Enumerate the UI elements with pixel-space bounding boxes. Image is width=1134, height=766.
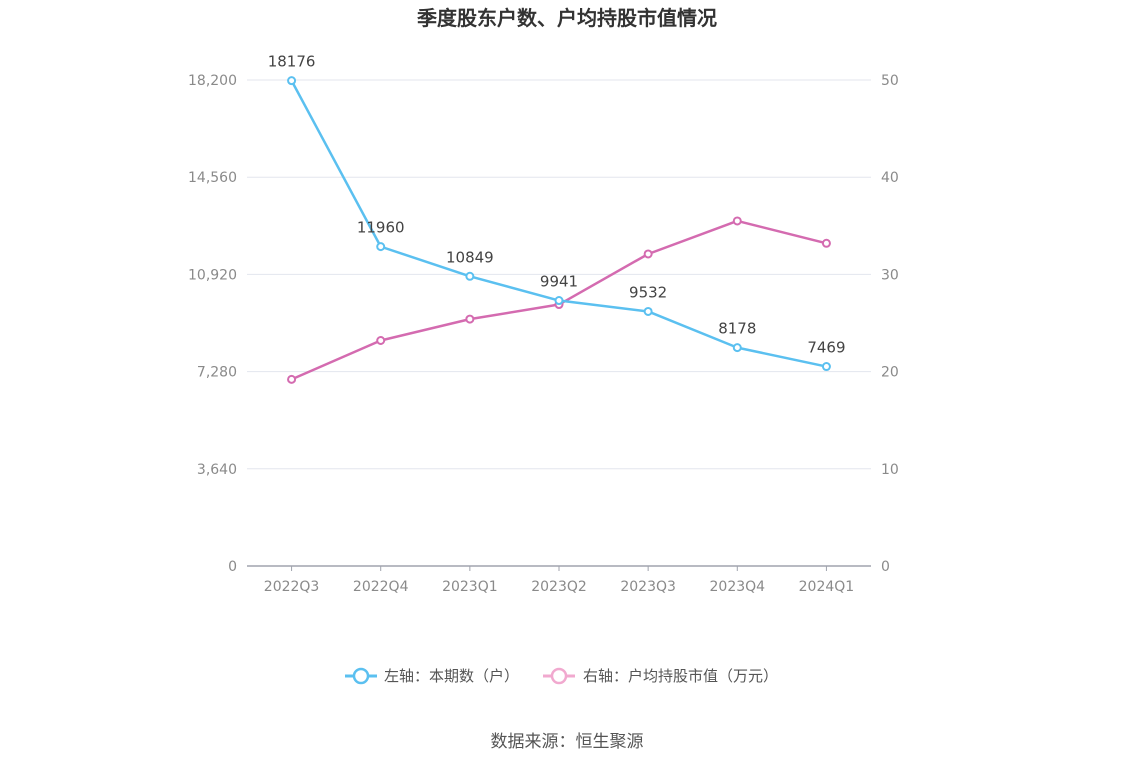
x-tick-label: 2023Q4 (710, 579, 766, 595)
data-point-right[interactable] (465, 314, 475, 324)
data-label: 7469 (807, 339, 845, 357)
y-axis-right: 0 10 20 30 40 50 (881, 73, 899, 575)
data-label: 9941 (540, 273, 578, 291)
legend-marker-right (550, 667, 568, 685)
data-point-left[interactable] (821, 362, 831, 372)
y-left-tick-label: 18,200 (188, 73, 237, 89)
y-right-tick-label: 20 (881, 365, 899, 381)
data-point-left[interactable] (465, 271, 475, 281)
data-point-left[interactable] (643, 306, 653, 316)
y-right-tick-label: 0 (881, 559, 890, 575)
data-label: 8178 (718, 320, 756, 338)
data-point-left[interactable] (732, 343, 742, 353)
data-label: 9532 (629, 283, 667, 301)
legend[interactable]: 左轴：本期数（户） 右轴：户均持股市值（万元） (345, 667, 778, 685)
legend-label-left: 左轴：本期数（户） (384, 667, 519, 685)
data-point-left[interactable] (376, 242, 386, 252)
data-point-right[interactable] (821, 238, 831, 248)
data-source: 数据来源：恒生聚源 (491, 732, 644, 752)
legend-item-left-axis[interactable]: 左轴：本期数（户） (345, 667, 519, 685)
y-axis-left: 0 3,640 7,280 10,920 14,560 18,200 (188, 73, 237, 575)
legend-item-right-axis[interactable]: 右轴：户均持股市值（万元） (543, 667, 778, 685)
grid-lines (247, 79, 871, 470)
data-point-left[interactable] (554, 296, 564, 306)
legend-label-right: 右轴：户均持股市值（万元） (583, 667, 778, 685)
x-tick-label: 2023Q2 (531, 579, 587, 595)
y-left-tick-label: 7,280 (197, 365, 237, 381)
legend-marker-left (352, 667, 370, 685)
chart-title: 季度股东户数、户均持股市值情况 (416, 6, 717, 30)
y-left-tick-label: 14,560 (188, 170, 237, 186)
y-left-tick-label: 10,920 (188, 267, 237, 283)
y-left-tick-label: 0 (228, 559, 237, 575)
x-tick-label: 2023Q3 (620, 579, 676, 595)
data-point-left[interactable] (287, 76, 297, 86)
data-point-right[interactable] (287, 374, 297, 384)
data-point-right[interactable] (643, 249, 653, 259)
x-tick-label: 2023Q1 (442, 579, 498, 595)
y-right-tick-label: 40 (881, 170, 899, 186)
y-right-tick-label: 50 (881, 73, 899, 89)
x-tick-label: 2024Q1 (799, 579, 855, 595)
x-axis: 2022Q3 2022Q4 2023Q1 2023Q2 2023Q3 2023Q4 2024… (247, 565, 871, 595)
y-right-tick-label: 10 (881, 462, 899, 478)
data-point-right[interactable] (732, 216, 742, 226)
data-label: 18176 (268, 53, 316, 71)
y-right-tick-label: 30 (881, 267, 899, 283)
data-point-right[interactable] (376, 335, 386, 345)
y-left-tick-label: 3,640 (197, 462, 237, 478)
data-label: 11960 (357, 219, 405, 237)
x-tick-label: 2022Q4 (353, 579, 409, 595)
x-tick-label: 2022Q3 (264, 579, 320, 595)
series-layer: 18176 11960 10849 9941 9532 8178 7469 (268, 53, 846, 384)
data-label: 10849 (446, 248, 494, 266)
